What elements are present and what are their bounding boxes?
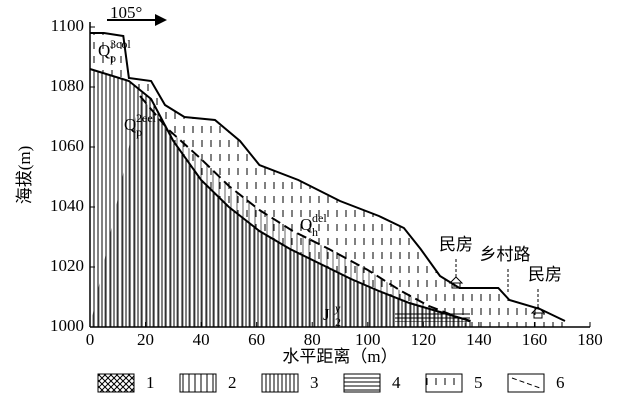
legend-label: 3 bbox=[310, 373, 319, 392]
annotation: 105° bbox=[110, 3, 142, 22]
formation-sup: 3col bbox=[110, 37, 131, 51]
x-tick-label: 120 bbox=[411, 330, 437, 349]
legend-label: 4 bbox=[392, 373, 401, 392]
y-tick-label: 1100 bbox=[51, 16, 84, 35]
legend-label: 1 bbox=[146, 373, 155, 392]
y-axis-label: 海拔(m) bbox=[15, 146, 34, 205]
y-tick-label: 1040 bbox=[50, 196, 84, 215]
formation-sup: y bbox=[334, 301, 341, 315]
x-tick-label: 60 bbox=[248, 330, 265, 349]
x-tick-label: 140 bbox=[466, 330, 492, 349]
formation-sub: h bbox=[312, 225, 318, 239]
lens-body bbox=[395, 311, 470, 322]
x-tick-label: 160 bbox=[522, 330, 548, 349]
legend-swatch bbox=[180, 374, 216, 392]
legend-swatch bbox=[262, 374, 298, 392]
x-tick-label: 180 bbox=[577, 330, 603, 349]
formation-base: Q bbox=[124, 115, 136, 134]
annotation: 民房 bbox=[528, 265, 562, 284]
y-tick-label: 1020 bbox=[50, 256, 84, 275]
formation-base: Q bbox=[98, 41, 110, 60]
legend-label: 2 bbox=[228, 373, 237, 392]
legend-swatch bbox=[344, 374, 380, 392]
x-tick-label: 20 bbox=[137, 330, 154, 349]
x-tick-label: 100 bbox=[355, 330, 381, 349]
formation-sub: 2 bbox=[335, 315, 341, 329]
annotation: 民房 bbox=[439, 235, 473, 254]
x-tick-label: 0 bbox=[86, 330, 95, 349]
formation-sub: p bbox=[110, 51, 116, 65]
y-tick-label: 1000 bbox=[50, 316, 84, 335]
x-axis-label: 水平距离（m） bbox=[282, 347, 397, 366]
legend-label: 5 bbox=[474, 373, 483, 392]
legend-swatch bbox=[426, 374, 462, 392]
x-tick-label: 40 bbox=[193, 330, 210, 349]
y-tick-label: 1060 bbox=[50, 136, 84, 155]
formation-sup: 2eel bbox=[136, 111, 157, 125]
y-tick-label: 1080 bbox=[50, 76, 84, 95]
formation-base: J bbox=[323, 305, 330, 324]
annotation: 乡村路 bbox=[480, 245, 531, 264]
formation-base: Q bbox=[300, 215, 312, 234]
arrow-head bbox=[155, 14, 167, 26]
legend-swatch bbox=[98, 374, 134, 392]
legend-label: 6 bbox=[556, 373, 565, 392]
formation-sub: p bbox=[136, 125, 142, 139]
chart: 海拔(m) 水平距离（m） 0 20 40 60 80 100 120 140 160 180 10… bbox=[0, 0, 617, 402]
legend-swatch bbox=[508, 374, 544, 392]
formation-sup: del bbox=[312, 211, 327, 225]
x-tick-label: 80 bbox=[304, 330, 321, 349]
